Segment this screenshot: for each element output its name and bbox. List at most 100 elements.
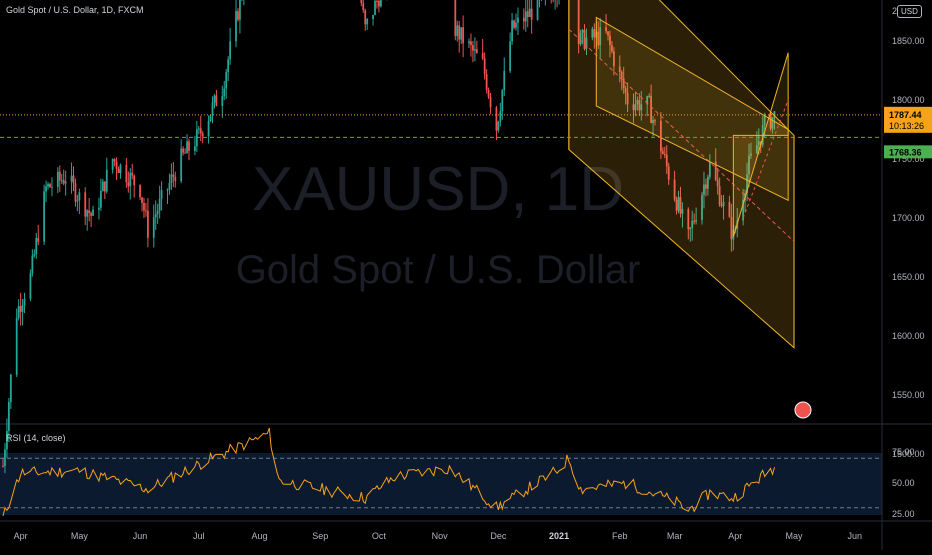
candle-body — [37, 238, 39, 242]
time-tick-label: Apr — [728, 531, 742, 541]
candle-body — [484, 58, 486, 74]
candle-body — [372, 15, 374, 19]
candle-body — [488, 90, 490, 97]
candle-body — [380, 0, 382, 6]
candle-body — [182, 149, 184, 153]
candle-body — [214, 95, 216, 102]
candle-body — [2, 466, 4, 467]
candle-body — [4, 449, 6, 466]
candle-body — [456, 25, 458, 36]
chart-title: Gold Spot / U.S. Dollar, 1D, FXCM — [6, 5, 144, 15]
candle-body — [482, 53, 484, 58]
candle-body — [75, 183, 77, 201]
candle-body — [78, 192, 80, 200]
candle-body — [24, 299, 26, 306]
candle-body — [237, 11, 239, 20]
candle-body — [529, 9, 531, 17]
time-tick-label: Aug — [251, 531, 267, 541]
candle-body — [155, 214, 157, 217]
time-tick-label: Dec — [490, 531, 507, 541]
time-tick-label: Jun — [133, 531, 148, 541]
candle-body — [125, 165, 127, 182]
candle-body — [216, 95, 218, 105]
countdown-value: 10:13:26 — [889, 121, 924, 131]
candle-body — [104, 181, 106, 191]
candle-body — [84, 192, 86, 216]
candle-body — [167, 189, 169, 190]
price-tick-label: 1800.00 — [892, 95, 925, 105]
candle-body — [170, 175, 172, 183]
candle-body — [61, 180, 63, 181]
candle-body — [98, 208, 100, 210]
candle-body — [30, 273, 32, 298]
candle-body — [106, 170, 108, 192]
candle-body — [208, 121, 210, 136]
candle-body — [462, 27, 464, 43]
candle-body — [161, 190, 163, 198]
candle-body — [57, 172, 59, 187]
candle-body — [92, 210, 94, 216]
candle-body — [120, 165, 122, 173]
candle-body — [513, 20, 515, 27]
candle-body — [511, 20, 513, 41]
candle-body — [221, 96, 223, 106]
time-tick-label: Oct — [372, 531, 387, 541]
candle-body — [77, 200, 79, 201]
candle-body — [43, 191, 45, 241]
candle-body — [45, 186, 47, 191]
candle-body — [515, 23, 517, 28]
time-tick-label: Jun — [847, 531, 862, 541]
rsi-tick-label: 25.00 — [892, 509, 915, 519]
candle-body — [114, 159, 116, 161]
candle-body — [143, 203, 145, 210]
candle-body — [172, 175, 174, 177]
candle-body — [18, 306, 20, 318]
candle-body — [35, 238, 37, 254]
candle-body — [47, 184, 49, 186]
candle-body — [8, 402, 10, 431]
candle-body — [364, 10, 366, 24]
candle-body — [527, 11, 529, 17]
candle-body — [145, 210, 147, 211]
candle-body — [460, 27, 462, 39]
candle-body — [131, 173, 133, 176]
price-tick-label: 1600.00 — [892, 331, 925, 341]
time-tick-label: May — [786, 531, 804, 541]
candle-body — [133, 175, 135, 185]
candle-body — [51, 187, 53, 188]
price-tick-label: 1700.00 — [892, 213, 925, 223]
candle-body — [501, 90, 503, 111]
candle-body — [100, 191, 102, 208]
candle-body — [147, 211, 149, 238]
candle-body — [523, 18, 525, 22]
price-tick-label: 1850.00 — [892, 36, 925, 46]
time-tick-label: May — [71, 531, 89, 541]
candle-body — [210, 115, 212, 121]
candle-body — [525, 11, 527, 21]
candle-body — [198, 128, 200, 129]
candle-body — [194, 146, 196, 151]
candle-body — [229, 41, 231, 59]
candle-body — [376, 1, 378, 2]
time-tick-label: Nov — [432, 531, 449, 541]
candle-body — [517, 18, 519, 23]
time-tick-label: Sep — [312, 531, 328, 541]
candle-body — [22, 305, 24, 312]
candle-body — [360, 0, 362, 3]
time-tick-label: Feb — [612, 531, 628, 541]
candle-body — [20, 306, 22, 312]
price-tick-label: 1650.00 — [892, 272, 925, 282]
currency-badge[interactable]: USD — [897, 5, 922, 18]
candle-body — [31, 256, 33, 274]
candle-body — [202, 133, 204, 136]
candle-body — [73, 176, 75, 184]
rsi-tick-label: 75.00 — [892, 447, 915, 457]
candle-body — [476, 49, 478, 53]
candle-body — [497, 122, 499, 131]
candle-body — [10, 375, 12, 402]
candle-body — [16, 318, 18, 375]
last-price-value: 1787.44 — [889, 110, 922, 120]
candle-body — [129, 173, 131, 186]
